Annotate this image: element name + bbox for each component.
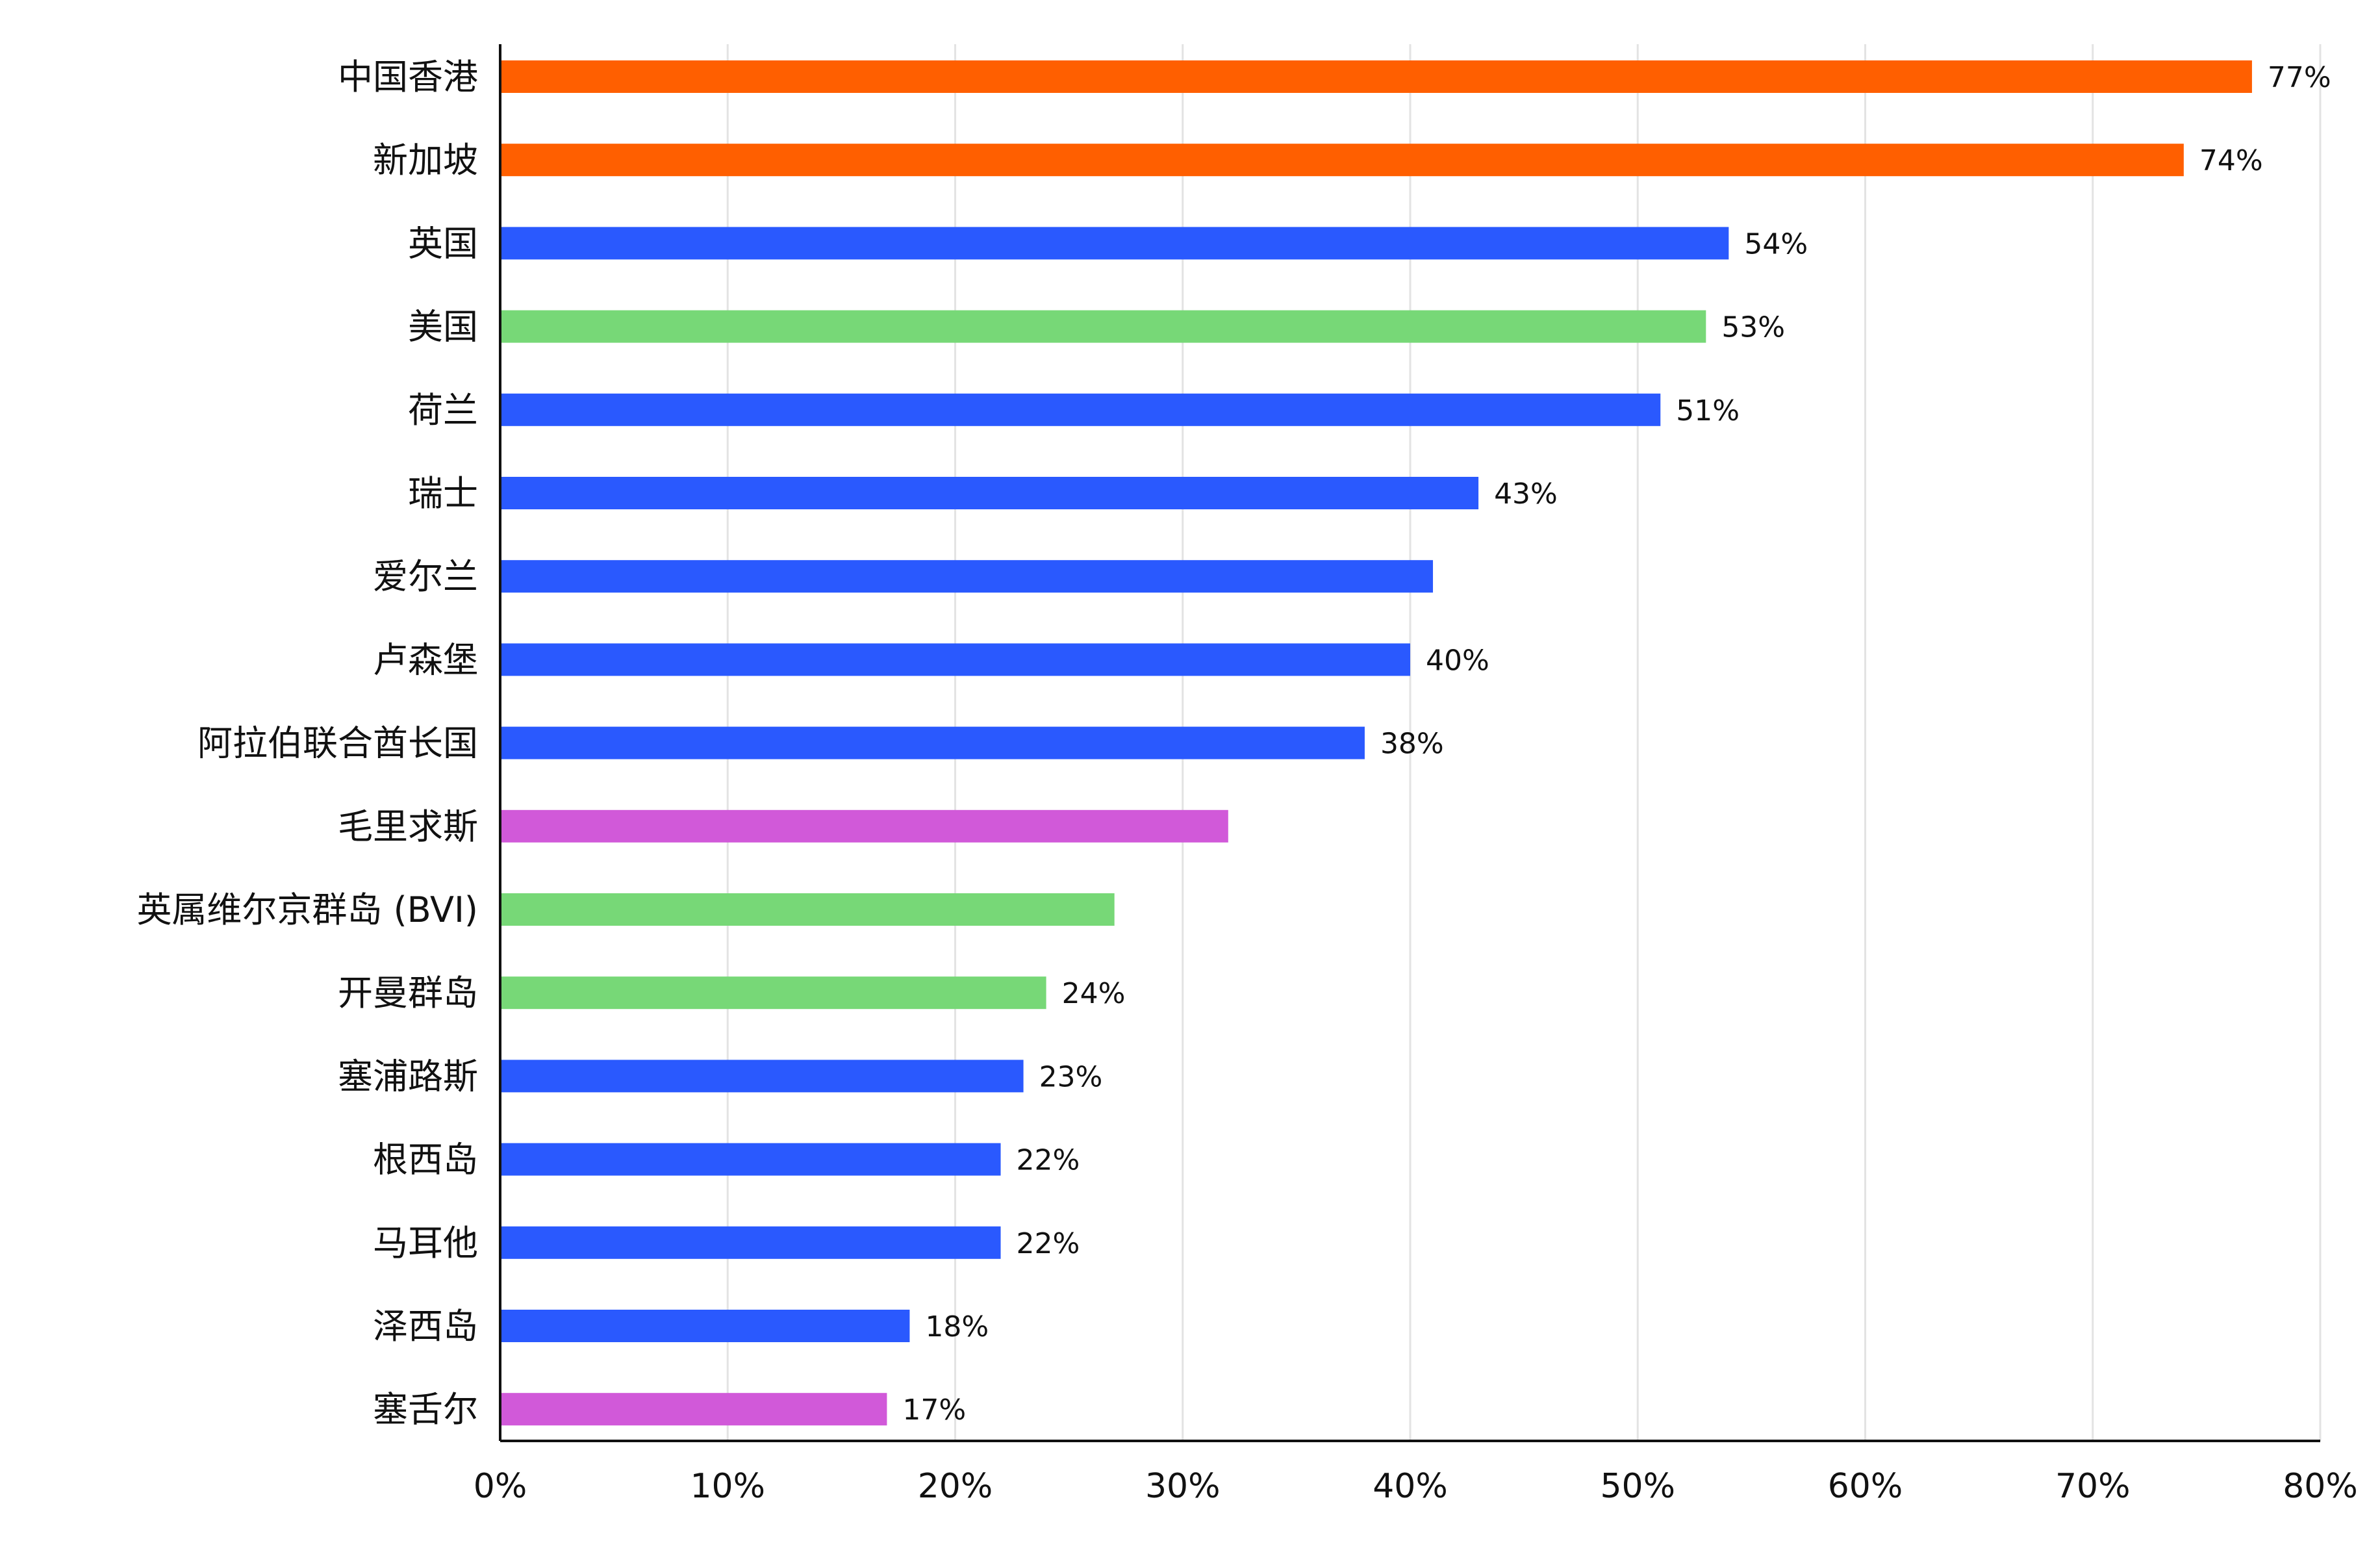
bar bbox=[500, 976, 1046, 1010]
bar bbox=[500, 144, 2184, 177]
category-label: 英国 bbox=[408, 223, 478, 264]
category-label: 新加坡 bbox=[373, 140, 478, 181]
x-tick-label: 20% bbox=[918, 1467, 993, 1506]
data-label: 54% bbox=[1744, 227, 1808, 261]
x-tick-label: 50% bbox=[1600, 1467, 1675, 1506]
data-label: 74% bbox=[2199, 144, 2263, 177]
bar bbox=[500, 1143, 1001, 1176]
category-label: 卢森堡 bbox=[373, 639, 478, 680]
x-tick-label: 10% bbox=[690, 1467, 765, 1506]
axes bbox=[499, 44, 2320, 1442]
x-tick-label: 0% bbox=[474, 1467, 527, 1506]
category-label: 毛里求斯 bbox=[338, 806, 478, 847]
data-label: 43% bbox=[1494, 477, 1558, 511]
x-tick-label: 30% bbox=[1145, 1467, 1221, 1506]
category-label: 马耳他 bbox=[373, 1223, 478, 1264]
data-label: 18% bbox=[925, 1310, 989, 1343]
category-label: 阿拉伯联合酋长国 bbox=[197, 723, 478, 764]
category-label: 泽西岛 bbox=[373, 1306, 478, 1347]
data-label: 51% bbox=[1676, 394, 1740, 427]
bar bbox=[500, 60, 2252, 93]
category-label: 荷兰 bbox=[408, 390, 478, 431]
bar bbox=[500, 393, 1661, 426]
bar bbox=[500, 643, 1410, 676]
bar bbox=[500, 893, 1115, 926]
data-label: 38% bbox=[1380, 728, 1444, 761]
bar bbox=[500, 477, 1479, 509]
category-label: 美国 bbox=[408, 307, 478, 348]
category-label: 爱尔兰 bbox=[373, 556, 478, 597]
data-label: 77% bbox=[2268, 61, 2331, 94]
x-tick-label: 80% bbox=[2283, 1467, 2358, 1506]
bar bbox=[500, 227, 1729, 260]
category-label: 塞舌尔 bbox=[373, 1389, 478, 1430]
data-label: 53% bbox=[1721, 311, 1785, 344]
data-label: 24% bbox=[1062, 977, 1126, 1010]
bar bbox=[500, 809, 1228, 843]
data-label: 22% bbox=[1017, 1227, 1080, 1260]
data-label: 23% bbox=[1039, 1060, 1103, 1093]
bar bbox=[500, 1393, 887, 1426]
bar bbox=[500, 310, 1706, 343]
bar bbox=[500, 726, 1365, 759]
category-label: 中国香港 bbox=[338, 57, 478, 97]
bar bbox=[500, 1226, 1001, 1259]
x-tick-label: 60% bbox=[1828, 1467, 1903, 1506]
x-tick-label: 40% bbox=[1373, 1467, 1448, 1506]
category-label: 塞浦路斯 bbox=[338, 1056, 478, 1097]
category-label: 瑞士 bbox=[408, 473, 478, 514]
bars bbox=[500, 60, 2252, 1426]
category-label: 根西岛 bbox=[373, 1139, 478, 1180]
bar bbox=[500, 1310, 910, 1342]
category-label: 英属维尔京群岛 (BVI) bbox=[136, 889, 478, 930]
data-label: 17% bbox=[902, 1393, 966, 1427]
category-label: 开曼群岛 bbox=[338, 973, 478, 1013]
bar bbox=[500, 1060, 1024, 1093]
data-label: 22% bbox=[1017, 1144, 1080, 1177]
data-label: 40% bbox=[1426, 644, 1489, 677]
x-tick-label: 70% bbox=[2055, 1467, 2131, 1506]
bar bbox=[500, 560, 1434, 593]
